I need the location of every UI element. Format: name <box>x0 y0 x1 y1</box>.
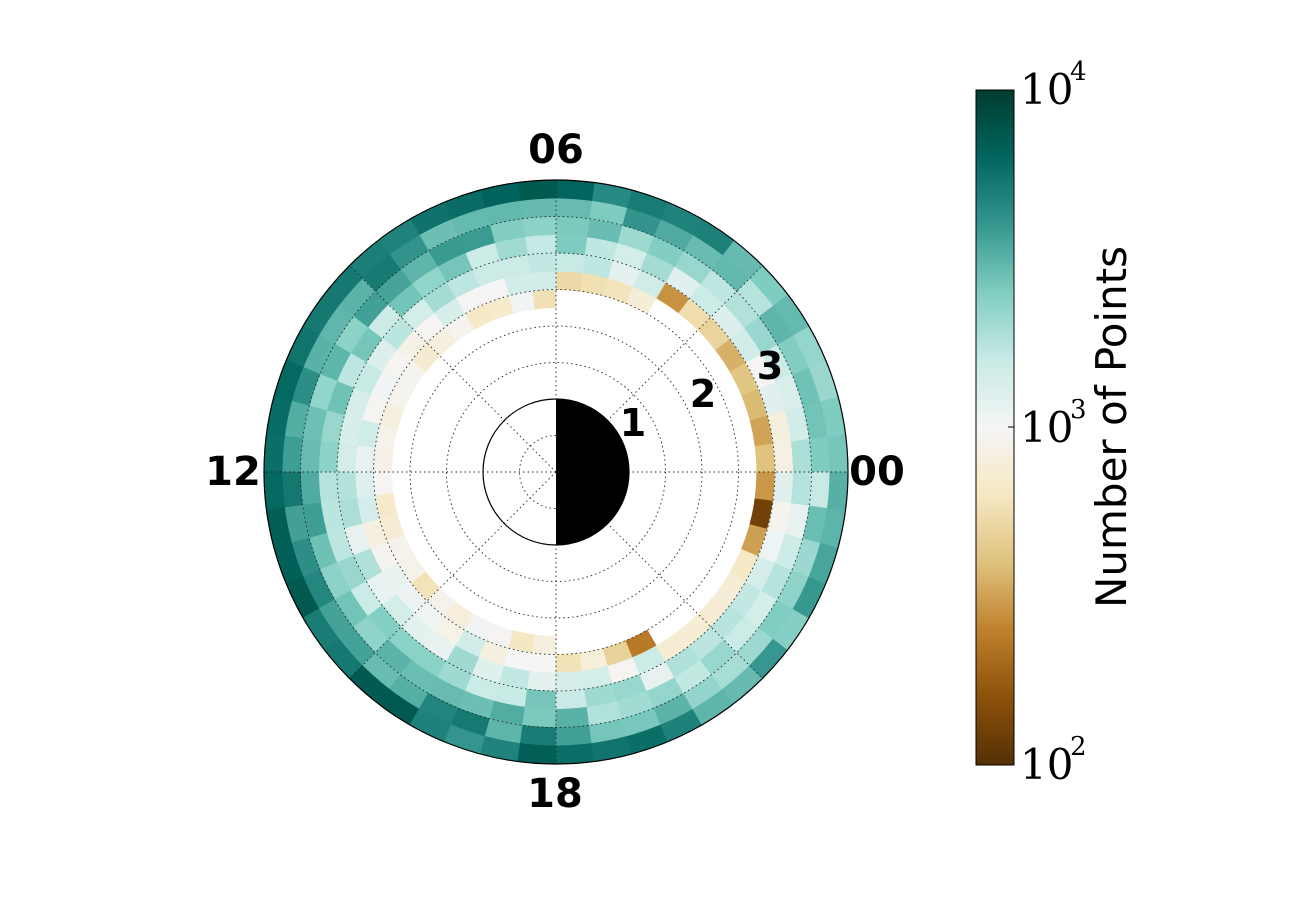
plot-outer-border <box>263 179 849 765</box>
colorbar-label: Number of Points <box>1087 246 1136 608</box>
colorbar-tick-base: 10 <box>1020 65 1073 114</box>
radial-gridline <box>409 325 703 619</box>
heatmap-cell <box>555 270 583 292</box>
heatmap-cell <box>263 433 285 473</box>
heatmap-cell <box>529 270 557 292</box>
colorbar-tick-base: 10 <box>1020 403 1073 452</box>
heatmap-cell <box>531 289 557 310</box>
heatmap-cell <box>555 652 583 674</box>
planet-disk <box>482 398 630 546</box>
heatmap-cell <box>300 438 322 473</box>
heatmap-cell <box>555 670 585 692</box>
heatmap-cell <box>555 724 593 747</box>
heatmap-cell <box>531 634 557 655</box>
colorbar-tick-base: 10 <box>1020 740 1073 789</box>
angular-gridline <box>555 265 763 473</box>
heatmap-cell <box>336 443 358 473</box>
heatmap-cell <box>808 435 831 473</box>
heatmap-cell <box>754 443 776 473</box>
heatmap-cell <box>522 706 557 728</box>
colorbar-tick-100: 10 2 <box>1020 732 1087 789</box>
heatmap-cell <box>772 440 794 473</box>
colorbar-tick-10000: 10 4 <box>1020 57 1087 114</box>
heatmap-cell <box>517 179 557 201</box>
heatmap-cell <box>555 179 595 201</box>
heatmap-cell <box>354 471 376 499</box>
heatmap-cell <box>772 471 794 504</box>
heatmap-cell <box>524 234 557 256</box>
heatmap-cell <box>790 438 812 473</box>
heatmap-cell <box>519 197 557 220</box>
colorbar <box>975 89 1015 766</box>
heatmap-cell <box>555 234 588 256</box>
heatmap-cell <box>527 252 557 274</box>
mlt-label-06: 06 <box>528 127 584 173</box>
heatmap-cell <box>790 471 812 506</box>
heatmap-cell <box>354 445 376 473</box>
heatmap-cell <box>373 447 394 473</box>
heatmap-cell <box>808 471 831 509</box>
ring-label-3: 3 <box>757 344 783 388</box>
heatmap-cell <box>524 688 557 710</box>
planet-inner-gridline <box>504 420 557 473</box>
heatmap-cell <box>527 670 557 692</box>
angular-gridline <box>349 471 557 679</box>
heatmap-cell <box>555 743 595 765</box>
heatmap-cell <box>373 471 394 497</box>
heatmap-cell <box>318 440 340 473</box>
ring-label-1: 1 <box>620 401 646 445</box>
mlt-label-12: 12 <box>205 449 261 495</box>
heatmap-cell <box>555 706 590 728</box>
heatmap-cell <box>555 216 590 238</box>
heatmap-cell <box>517 743 557 765</box>
heatmap-cell <box>555 252 585 274</box>
colorbar-tick-exponent: 2 <box>1070 732 1087 762</box>
heatmap-cell <box>529 652 557 674</box>
heatmap-cell <box>300 471 322 506</box>
mlt-label-00: 00 <box>849 449 905 495</box>
heatmap-cell <box>281 435 304 473</box>
radial-gridline <box>373 289 739 655</box>
heatmap-cell <box>519 724 557 747</box>
heatmap-cell <box>827 471 849 511</box>
angular-gridline <box>349 265 557 473</box>
heatmap-cell <box>522 216 557 238</box>
colorbar-tick-exponent: 3 <box>1070 395 1087 425</box>
heatmap-cell <box>754 471 776 501</box>
planet-outline <box>482 398 630 546</box>
radial-gridline <box>300 216 812 728</box>
mlt-label-18: 18 <box>527 771 583 817</box>
heatmap-cell <box>827 433 849 473</box>
heatmap-cell <box>555 197 593 220</box>
polar-grid <box>264 180 848 764</box>
heatmap-cell <box>318 471 340 504</box>
angular-gridline <box>555 471 763 679</box>
radial-gridline <box>336 252 776 692</box>
heatmap-cell <box>263 471 285 511</box>
heatmap-cell <box>281 471 304 509</box>
colorbar-tick-1000: 10 3 <box>1020 395 1087 452</box>
heatmap-cell <box>555 688 588 710</box>
ring-label-2: 2 <box>690 372 716 416</box>
heatmap-cell <box>336 471 358 501</box>
planet-inner-gridline <box>504 471 557 524</box>
planet-night-side <box>556 399 629 545</box>
colorbar-tick-exponent: 4 <box>1070 57 1087 87</box>
